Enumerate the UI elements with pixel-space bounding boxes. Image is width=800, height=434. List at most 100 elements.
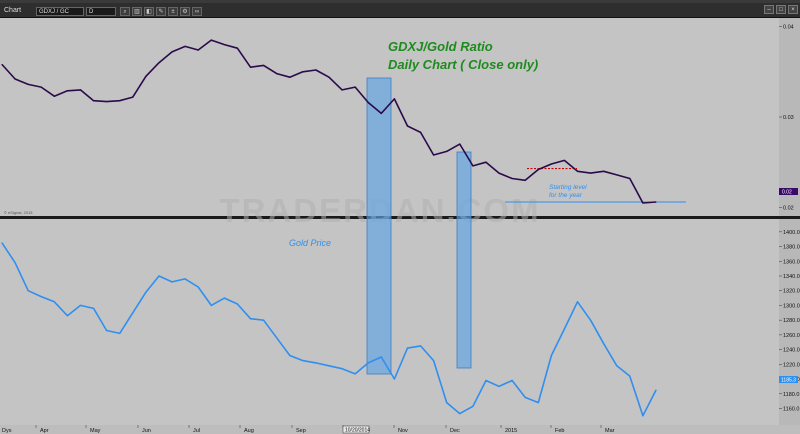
gold-points: [1, 242, 657, 417]
ratio-data-point: [27, 83, 29, 86]
cursor-date-tag: [342, 425, 370, 434]
settings-icon[interactable]: ⚙: [180, 7, 190, 16]
gold-data-point: [158, 275, 160, 277]
gold-data-point: [132, 312, 134, 314]
gold-y-tick-label: 1240.0: [783, 348, 800, 354]
gold-y-tick-label: 1180.0: [783, 392, 799, 398]
ratio-data-point: [14, 78, 16, 80]
annotation-line-2: for the year: [549, 192, 583, 199]
gold-y-tick-label: 1160.0: [783, 406, 799, 412]
zoom-icon[interactable]: ±: [168, 7, 178, 16]
gold-data-point: [276, 337, 278, 339]
minimize-icon[interactable]: –: [764, 5, 774, 14]
gold-data-point: [419, 345, 422, 347]
gold-data-point: [550, 354, 552, 357]
gold-data-point: [380, 356, 382, 358]
gold-y-tick-label: 1340.0: [783, 274, 800, 280]
date-tick-label: Jun: [142, 428, 151, 434]
maximize-icon[interactable]: □: [776, 5, 786, 14]
ratio-data-point: [315, 69, 317, 71]
ratio-data-point: [655, 201, 657, 203]
ratio-data-point: [642, 202, 644, 204]
chart-style-icon[interactable]: ◧: [144, 7, 154, 16]
gold-data-point: [184, 278, 186, 280]
gold-data-point: [406, 347, 409, 349]
ratio-data-point: [590, 172, 592, 174]
gold-data-point: [106, 329, 108, 332]
ratio-last-value-tag: [779, 188, 798, 195]
gold-data-point: [119, 332, 121, 335]
gold-data-point: [459, 413, 461, 415]
gold-data-point: [171, 281, 173, 283]
gold-data-point: [655, 389, 657, 391]
date-tick-label: Aug: [244, 428, 254, 434]
gold-y-tick-label: 1360.0: [783, 259, 800, 265]
gold-data-point: [616, 365, 618, 367]
gold-y-tick-label: 1260.0: [783, 333, 800, 339]
ratio-data-point: [92, 100, 95, 102]
gold-data-point: [315, 362, 317, 364]
ratio-data-point: [459, 143, 461, 145]
gold-data-point: [367, 362, 369, 364]
ratio-last-value: 0.02: [782, 190, 792, 196]
ratio-data-point: [629, 177, 631, 180]
ratio-data-point: [197, 49, 199, 51]
gold-data-point: [524, 396, 526, 399]
ratio-data-point: [550, 163, 552, 165]
ratio-data-point: [354, 86, 356, 88]
ratio-data-point: [576, 170, 579, 172]
gold-data-point: [302, 360, 304, 362]
close-icon[interactable]: ×: [788, 5, 798, 14]
ratio-y-ticks: 0.04 0.03 0.02: [779, 25, 794, 211]
ratio-data-point: [380, 112, 382, 114]
window-title: Chart: [4, 7, 22, 14]
gold-data-point: [354, 373, 356, 375]
draw-tool-icon[interactable]: ✎: [156, 7, 166, 16]
search-icon[interactable]: ⌕: [120, 7, 130, 16]
ratio-data-point: [158, 62, 160, 64]
gold-data-point: [1, 242, 3, 244]
gold-data-point: [590, 319, 592, 321]
link-icon[interactable]: ∞: [192, 7, 202, 16]
ratio-data-point: [302, 71, 304, 73]
ratio-data-point: [106, 101, 108, 103]
ratio-data-point: [53, 95, 55, 97]
gold-data-point: [79, 304, 82, 307]
interval-input[interactable]: D: [86, 7, 116, 16]
gold-data-point: [433, 360, 435, 362]
gold-last-value: 1185.3: [781, 378, 796, 384]
bar-chart-icon[interactable]: ▥: [132, 7, 142, 16]
ratio-data-point: [328, 76, 330, 78]
gold-data-point: [40, 296, 42, 298]
ratio-data-point: [119, 100, 121, 102]
ratio-data-point: [223, 44, 225, 46]
gold-data-point: [393, 378, 395, 380]
gold-data-point: [289, 354, 291, 357]
toolbar: Chart GDXJ / GC D ⌕ ▥ ◧ ✎ ± ⚙ ∞ – □ ×: [0, 3, 800, 18]
highlight-zone-dec: [456, 151, 472, 369]
price-axis: [779, 18, 800, 425]
date-tick-label: Feb: [555, 428, 564, 434]
gold-data-point: [223, 297, 225, 299]
gold-data-point: [249, 318, 252, 320]
ratio-points: [1, 39, 657, 204]
ratio-data-point: [236, 47, 239, 49]
cursor-date: 10/20/2014: [345, 428, 370, 434]
date-tick-label: 2015: [505, 428, 517, 434]
gold-y-tick-label: 1320.0: [783, 289, 800, 295]
gold-y-tick-label: 1380.0: [783, 245, 800, 251]
ratio-data-point: [263, 64, 265, 67]
gold-data-point: [236, 303, 239, 305]
ratio-data-point: [603, 170, 605, 172]
ratio-data-point: [341, 89, 343, 91]
ratio-data-point: [66, 90, 68, 92]
ratio-data-point: [498, 172, 500, 174]
gold-y-tick-label: 1220.0: [783, 362, 800, 368]
ratio-data-point: [249, 66, 252, 68]
ratio-y-tick-label: 0.02: [783, 205, 794, 211]
ratio-chart-subtitle: Daily Chart ( Close only): [388, 57, 538, 72]
symbol-input[interactable]: GDXJ / GC: [36, 7, 84, 16]
gold-data-point: [485, 379, 487, 382]
gold-data-point: [341, 368, 343, 370]
